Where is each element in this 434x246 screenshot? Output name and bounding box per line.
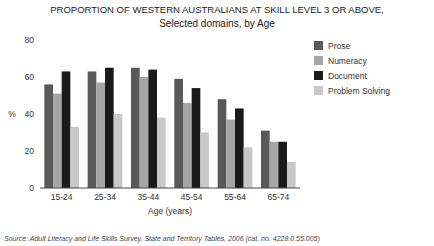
x-axis: 15-24 25-34 35-44 45-54 55-64 65-74 bbox=[40, 188, 300, 202]
y-tick-label: 60 bbox=[25, 72, 35, 82]
bar bbox=[200, 133, 209, 189]
bar bbox=[131, 68, 140, 188]
y-tick-label: 20 bbox=[25, 146, 35, 156]
bar bbox=[287, 162, 296, 188]
bar bbox=[105, 68, 114, 188]
bar bbox=[192, 88, 201, 188]
bar bbox=[226, 120, 235, 188]
bar bbox=[157, 118, 166, 188]
x-tick-label: 55-64 bbox=[224, 192, 246, 202]
bar bbox=[44, 84, 53, 188]
y-axis-label: % bbox=[8, 109, 16, 119]
bar bbox=[88, 71, 97, 188]
bar bbox=[96, 83, 105, 188]
bar bbox=[62, 71, 71, 188]
legend-label: Prose bbox=[328, 41, 350, 51]
legend-swatch bbox=[314, 86, 323, 95]
bar bbox=[235, 108, 244, 188]
chart: PROPORTION OF WESTERN AUSTRALIANS AT SKI… bbox=[0, 0, 434, 246]
bars bbox=[44, 68, 295, 188]
x-tick-label: 35-44 bbox=[137, 192, 159, 202]
legend-swatch bbox=[314, 56, 323, 65]
legend-label: Problem Solving bbox=[328, 86, 390, 96]
legend-swatch bbox=[314, 41, 323, 50]
bar bbox=[148, 70, 157, 188]
x-tick-label: 65-74 bbox=[267, 192, 289, 202]
y-tick-label: 80 bbox=[25, 35, 35, 45]
bar bbox=[183, 103, 192, 188]
bar bbox=[140, 77, 149, 188]
y-tick-label: 40 bbox=[25, 109, 35, 119]
bar bbox=[244, 147, 253, 188]
bar bbox=[53, 94, 62, 188]
title: PROPORTION OF WESTERN AUSTRALIANS AT SKI… bbox=[50, 4, 383, 15]
bar bbox=[278, 142, 287, 188]
bar bbox=[70, 127, 79, 188]
legend: Prose Numeracy Document Problem Solving bbox=[314, 41, 390, 96]
x-axis-line bbox=[40, 188, 300, 189]
y-tick-label: 0 bbox=[29, 183, 34, 193]
legend-swatch bbox=[314, 71, 323, 80]
bar bbox=[114, 114, 123, 188]
x-axis-label: Age (years) bbox=[148, 206, 192, 216]
source: Source: Adult Literacy and Life Skills S… bbox=[4, 235, 320, 243]
x-tick-label: 25-34 bbox=[94, 192, 116, 202]
legend-label: Numeracy bbox=[328, 56, 367, 66]
subtitle: Selected domains, by Age bbox=[159, 18, 275, 29]
bar bbox=[174, 79, 183, 188]
legend-label: Document bbox=[328, 71, 367, 81]
background bbox=[0, 0, 434, 246]
x-tick-label: 15-24 bbox=[51, 192, 73, 202]
x-tick-label: 45-54 bbox=[181, 192, 203, 202]
bar bbox=[261, 131, 270, 188]
bar bbox=[270, 142, 279, 188]
y-axis: 0 20 40 60 80 bbox=[25, 35, 35, 193]
bar bbox=[218, 99, 227, 188]
